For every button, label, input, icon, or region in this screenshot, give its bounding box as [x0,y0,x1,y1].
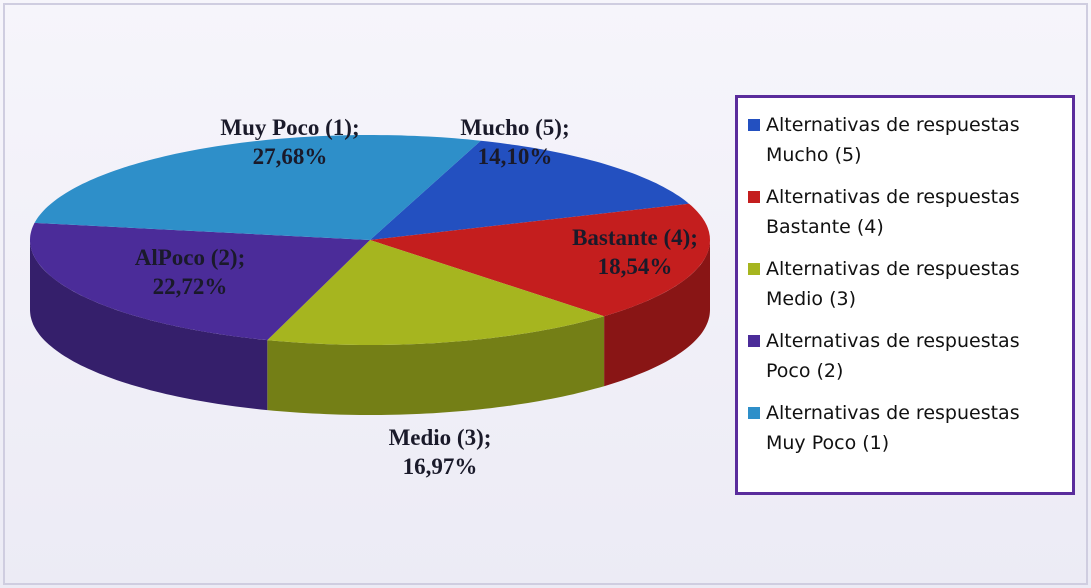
legend-label: Alternativas de respuestas Poco (2) [766,330,1020,382]
value-label: 16,97% [403,454,478,479]
legend-swatch [748,263,760,275]
data-label: Medio (3); 16,97% [389,425,492,479]
slice-side [267,316,605,415]
data-label: Mucho (5); 14,10% [460,115,569,169]
value-label: 27,68% [253,144,328,169]
slice [370,203,710,317]
legend-item: Alternativas de respuestas Muy Poco (1) [748,398,1062,458]
slice [30,222,370,341]
frame [3,3,1088,585]
slice-label: AlPoco (2); [135,245,246,270]
legend-swatch [748,335,760,347]
slice-side [604,240,710,387]
value-label: 18,54% [598,254,673,279]
slice-label: Mucho (5); [460,115,569,140]
slice [370,140,689,240]
legend-swatch [748,119,760,131]
value-label: 22,72% [153,274,228,299]
data-label: Muy Poco (1); 27,68% [220,115,359,169]
legend-label: Alternativas de respuestas Medio (3) [766,258,1020,310]
slice [267,240,605,345]
legend-swatch [748,191,760,203]
slice-label: Bastante (4); [572,225,698,250]
slice-side [30,240,268,411]
legend-label: Alternativas de respuestas Bastante (4) [766,186,1020,238]
data-label: AlPoco (2); 22,72% [135,245,246,299]
legend-item: Alternativas de respuestas Poco (2) [748,326,1062,386]
slice-label: Muy Poco (1); [220,115,359,140]
data-label: Bastante (4); 18,54% [572,225,698,279]
legend-label: Alternativas de respuestas Mucho (5) [766,114,1020,166]
slice-label: Medio (3); [389,425,492,450]
value-label: 14,10% [478,144,553,169]
legend-swatch [748,407,760,419]
legend-label: Alternativas de respuestas Muy Poco (1) [766,402,1020,454]
legend-item: Alternativas de respuestas Bastante (4) [748,182,1062,242]
legend: Alternativas de respuestas Mucho (5) Alte… [735,95,1075,495]
legend-item: Alternativas de respuestas Mucho (5) [748,110,1062,170]
legend-item: Alternativas de respuestas Medio (3) [748,254,1062,314]
slice [34,135,481,240]
